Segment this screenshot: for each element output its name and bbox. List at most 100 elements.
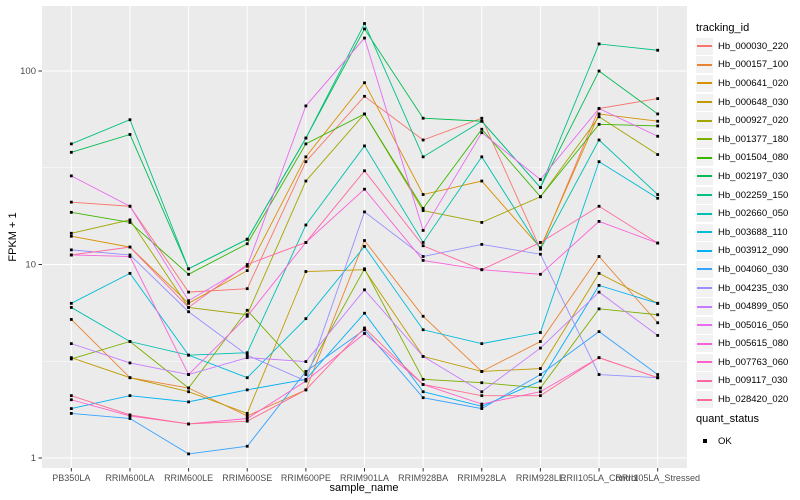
data-point	[480, 402, 484, 406]
legend-key-line	[697, 287, 712, 290]
legend-item-label: Hb_000030_220	[718, 40, 789, 52]
legend-key-line	[697, 175, 712, 178]
legend-item: Hb_000927_020	[696, 111, 788, 130]
data-point	[363, 94, 366, 98]
data-point	[69, 150, 73, 154]
data-point	[539, 367, 542, 370]
data-point	[363, 267, 366, 271]
data-point	[363, 239, 366, 242]
legend-key-line	[697, 156, 712, 159]
legend-key	[696, 335, 713, 353]
data-point	[480, 381, 484, 385]
data-point	[480, 131, 484, 135]
data-point	[656, 334, 660, 337]
legend-key-line	[697, 398, 712, 401]
data-point	[69, 342, 73, 346]
data-point	[480, 404, 484, 408]
data-point	[187, 299, 190, 303]
x-tick-label: PB350LA	[52, 473, 90, 483]
x-axis-title: sample_name	[329, 482, 399, 494]
data-point	[539, 247, 542, 251]
legend-key	[696, 74, 713, 92]
data-point	[187, 306, 190, 309]
legend-key-line	[697, 45, 712, 48]
legend-item: Hb_005016_050	[696, 316, 788, 335]
legend-key-line	[697, 361, 712, 364]
legend-item-label: Hb_000648_030	[718, 96, 789, 108]
data-point	[656, 153, 660, 156]
data-point	[597, 138, 601, 142]
data-point	[69, 234, 73, 238]
data-point	[187, 301, 190, 305]
data-point	[656, 119, 660, 123]
data-point	[304, 360, 308, 363]
data-point	[421, 229, 425, 232]
data-point	[187, 386, 190, 390]
data-point	[363, 81, 366, 85]
legend-key-line	[697, 101, 712, 104]
data-point	[421, 241, 425, 244]
data-point	[187, 400, 190, 404]
data-point	[480, 119, 484, 123]
x-tick-label: RRIM600SE	[222, 473, 272, 483]
legend-key	[696, 353, 713, 371]
data-point	[304, 104, 308, 108]
legend-key-line	[697, 194, 712, 197]
data-point	[128, 394, 132, 398]
legend-key	[696, 37, 713, 55]
data-point	[597, 255, 601, 258]
data-point	[304, 317, 308, 321]
data-point	[656, 321, 660, 325]
data-point	[245, 263, 249, 266]
data-point	[539, 340, 542, 343]
data-point	[128, 361, 132, 365]
data-point	[128, 413, 132, 417]
data-point	[69, 357, 73, 361]
legend-item: Hb_028420_020	[696, 390, 788, 409]
data-point	[656, 373, 660, 376]
legend-key	[696, 167, 713, 185]
legend-item: Hb_000030_220	[696, 37, 788, 56]
data-point	[69, 407, 73, 411]
y-tick-label: 1	[31, 453, 36, 464]
x-tick-label: RRII105LA_Stressed	[615, 473, 700, 483]
data-point	[304, 373, 308, 376]
data-point	[187, 310, 190, 314]
data-point	[245, 412, 249, 415]
legend-key	[696, 223, 713, 241]
data-point	[539, 386, 542, 390]
data-point	[187, 452, 190, 456]
data-point	[597, 290, 601, 294]
data-point	[245, 237, 249, 241]
data-point	[245, 414, 249, 418]
data-point	[363, 245, 366, 248]
data-point	[245, 417, 249, 420]
data-point	[421, 206, 425, 210]
data-point	[363, 144, 366, 148]
data-point	[480, 390, 484, 394]
legend-item: Hb_002660_050	[696, 204, 788, 223]
data-point	[421, 255, 425, 258]
data-point	[187, 373, 190, 376]
data-point	[656, 376, 660, 380]
legend-key-line	[697, 342, 712, 345]
filled-square-icon	[702, 439, 707, 444]
quant-status-item: OK	[696, 432, 732, 451]
legend-item: Hb_003688_110	[696, 223, 788, 242]
data-point	[539, 373, 542, 376]
legend-item: Hb_000648_030	[696, 93, 788, 112]
data-point	[539, 186, 542, 189]
legend-item: Hb_000641_020	[696, 74, 788, 93]
data-point	[363, 288, 366, 292]
data-point	[69, 231, 73, 235]
x-tick-label: RRIM928LE	[516, 473, 565, 483]
data-point	[656, 112, 660, 116]
data-point	[128, 245, 132, 249]
legend-item-label: Hb_000157_100	[718, 59, 789, 71]
legend-item: Hb_004235_030	[696, 279, 788, 298]
data-point	[128, 221, 132, 224]
data-point	[421, 396, 425, 400]
data-point	[187, 422, 190, 426]
legend-item-label: Hb_028420_020	[718, 394, 789, 406]
